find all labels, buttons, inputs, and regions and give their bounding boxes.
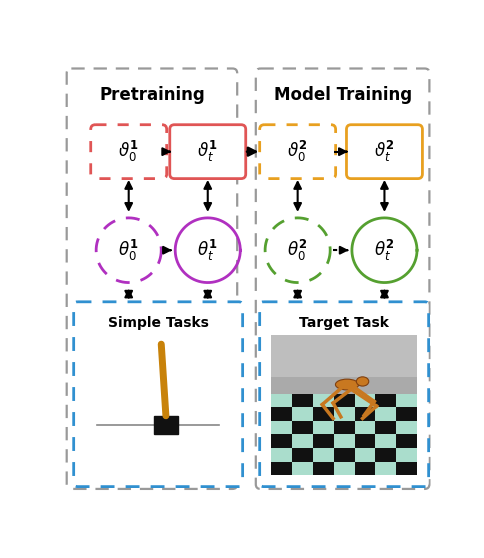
Bar bbox=[313, 407, 334, 421]
Bar bbox=[292, 421, 313, 435]
Bar bbox=[396, 394, 417, 407]
Text: Target Task: Target Task bbox=[299, 316, 389, 330]
Bar bbox=[355, 461, 376, 475]
Bar bbox=[272, 421, 292, 435]
Bar bbox=[376, 421, 396, 435]
Bar bbox=[334, 461, 355, 475]
Bar bbox=[396, 407, 417, 421]
Bar bbox=[355, 394, 376, 407]
Bar bbox=[272, 448, 292, 461]
Bar bbox=[272, 461, 292, 475]
Text: $\vartheta_0^{\mathbf{1}}$: $\vartheta_0^{\mathbf{1}}$ bbox=[118, 139, 139, 164]
Bar bbox=[334, 448, 355, 461]
Text: Pretraining: Pretraining bbox=[99, 86, 205, 104]
Text: $\theta_t^{\mathbf{2}}$: $\theta_t^{\mathbf{2}}$ bbox=[374, 238, 395, 263]
Bar bbox=[355, 448, 376, 461]
FancyBboxPatch shape bbox=[170, 124, 246, 179]
Bar bbox=[376, 461, 396, 475]
FancyBboxPatch shape bbox=[74, 302, 242, 487]
FancyBboxPatch shape bbox=[347, 124, 423, 179]
Bar bbox=[396, 435, 417, 448]
Ellipse shape bbox=[335, 379, 359, 390]
Text: $\vartheta_t^{\mathbf{1}}$: $\vartheta_t^{\mathbf{1}}$ bbox=[197, 139, 218, 164]
Text: $\vartheta_0^{\mathbf{2}}$: $\vartheta_0^{\mathbf{2}}$ bbox=[287, 139, 308, 164]
Bar bbox=[272, 435, 292, 448]
Text: Simple Tasks: Simple Tasks bbox=[108, 316, 209, 330]
Bar bbox=[272, 407, 292, 421]
Text: Model Training: Model Training bbox=[273, 86, 412, 104]
FancyBboxPatch shape bbox=[67, 69, 237, 489]
Bar bbox=[313, 435, 334, 448]
Bar bbox=[272, 335, 417, 398]
FancyBboxPatch shape bbox=[256, 69, 429, 489]
Text: $\theta_0^{\mathbf{1}}$: $\theta_0^{\mathbf{1}}$ bbox=[118, 238, 139, 263]
Bar bbox=[313, 421, 334, 435]
Bar bbox=[334, 394, 355, 407]
Ellipse shape bbox=[356, 377, 369, 386]
FancyBboxPatch shape bbox=[260, 124, 335, 179]
Bar bbox=[313, 448, 334, 461]
Text: $\theta_0^{\mathbf{2}}$: $\theta_0^{\mathbf{2}}$ bbox=[287, 238, 308, 263]
Text: $\theta_t^{\mathbf{1}}$: $\theta_t^{\mathbf{1}}$ bbox=[197, 238, 218, 263]
Text: $\vartheta_t^{\mathbf{2}}$: $\vartheta_t^{\mathbf{2}}$ bbox=[374, 139, 395, 164]
FancyBboxPatch shape bbox=[91, 124, 166, 179]
Bar bbox=[334, 421, 355, 435]
Bar bbox=[376, 435, 396, 448]
Bar bbox=[292, 448, 313, 461]
Bar bbox=[313, 394, 334, 407]
Bar bbox=[396, 461, 417, 475]
Bar bbox=[153, 416, 178, 434]
Bar bbox=[355, 407, 376, 421]
Bar bbox=[313, 461, 334, 475]
Bar bbox=[376, 448, 396, 461]
Bar bbox=[355, 435, 376, 448]
Bar bbox=[292, 394, 313, 407]
Bar bbox=[376, 394, 396, 407]
Bar bbox=[334, 435, 355, 448]
Bar bbox=[376, 407, 396, 421]
Bar bbox=[292, 461, 313, 475]
Bar bbox=[292, 407, 313, 421]
Bar bbox=[396, 421, 417, 435]
Bar bbox=[272, 394, 292, 407]
Bar bbox=[292, 435, 313, 448]
Bar bbox=[334, 407, 355, 421]
Bar bbox=[396, 448, 417, 461]
FancyBboxPatch shape bbox=[260, 302, 429, 487]
Bar bbox=[272, 335, 417, 377]
Bar bbox=[355, 421, 376, 435]
